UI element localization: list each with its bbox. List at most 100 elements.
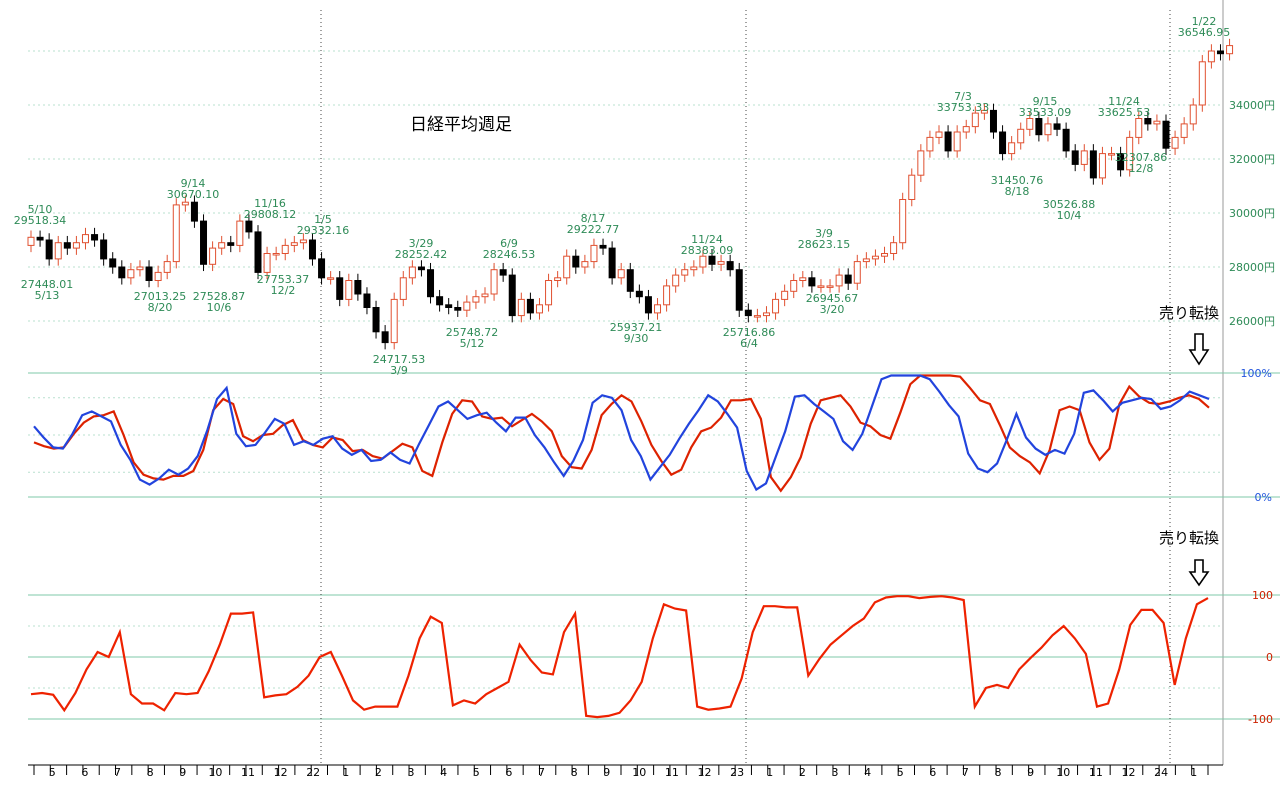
candle-body	[899, 199, 907, 244]
x-tick-label: 11	[665, 766, 679, 779]
candle-body	[163, 261, 171, 273]
candle-body	[663, 285, 671, 306]
annotation-date: 11/16	[254, 197, 286, 210]
candle-body	[635, 290, 643, 298]
x-tick-label: 7	[114, 766, 121, 779]
x-tick-label: 1	[342, 766, 349, 779]
candle-body	[744, 309, 752, 317]
annotation-date: 9/30	[624, 332, 649, 345]
annotation-value: 33753.33	[937, 101, 990, 114]
candle-body	[1207, 50, 1215, 63]
candle-body	[218, 242, 226, 249]
annotation-value: 33625.53	[1098, 106, 1151, 119]
candle-body	[1108, 153, 1116, 156]
annotation-value: 29222.77	[567, 223, 620, 236]
candle-body	[1216, 50, 1224, 55]
x-tick-label: 9	[603, 766, 610, 779]
annotation-value: 25716.86	[723, 326, 776, 339]
chart-title: 日経平均週足	[410, 115, 512, 135]
candle-body	[980, 109, 988, 114]
x-tick-label: 12	[698, 766, 712, 779]
candle-body	[826, 285, 834, 288]
candle-body	[1117, 153, 1125, 171]
candle-body	[526, 298, 534, 314]
candle-body	[1098, 153, 1106, 179]
sell-signal-top: 売り転換	[1159, 304, 1219, 366]
candle-body	[1071, 150, 1079, 165]
x-tick-label: 11	[1089, 766, 1103, 779]
candle-body	[100, 239, 108, 260]
candle-body	[181, 201, 189, 206]
annotation-date: 7/3	[954, 90, 972, 103]
candle-body	[862, 258, 870, 263]
candle-body	[1089, 150, 1097, 179]
candle-body	[1008, 142, 1016, 155]
x-tick-label: 12	[1121, 766, 1135, 779]
x-tick-label: 10	[208, 766, 222, 779]
x-tick-label: 4	[440, 766, 447, 779]
candle-body	[1062, 128, 1070, 152]
candle-body	[735, 269, 743, 311]
annotation-date: 10/4	[1057, 209, 1082, 222]
candle-body	[989, 109, 997, 133]
candle-body	[953, 131, 961, 152]
candle-body	[417, 266, 425, 271]
candle-body	[572, 255, 580, 268]
x-tick-label: 8	[147, 766, 154, 779]
annotation-date: 8/17	[581, 212, 606, 225]
annotation-date: 11/24	[691, 233, 723, 246]
x-tick-label: 7	[962, 766, 969, 779]
candle-body	[808, 277, 816, 287]
candle-body	[1171, 136, 1179, 149]
candle-body	[762, 312, 770, 317]
x-tick-label: 2	[375, 766, 382, 779]
candle-body	[708, 255, 716, 265]
x-tick-label: 9	[1027, 766, 1034, 779]
annotation-date: 5/13	[35, 289, 60, 302]
candle-body	[554, 277, 562, 281]
x-tick-label: 10	[632, 766, 646, 779]
candle-body	[54, 242, 62, 260]
price-tick-label: 30000円	[1229, 207, 1275, 220]
candle-body	[381, 331, 389, 344]
x-tick-label: 3	[831, 766, 838, 779]
stochastic-grid: 100% 0%	[28, 367, 1280, 504]
candle-body	[835, 274, 843, 287]
x-tick-label: 6	[505, 766, 512, 779]
annotation-date: 9/15	[1033, 95, 1058, 108]
stochastic-lines	[33, 374, 1210, 493]
annotation-date: 8/20	[148, 301, 173, 314]
candle-body	[772, 298, 780, 314]
candle-body	[63, 242, 71, 249]
annotation-value: 27753.37	[257, 273, 310, 286]
candle-body	[354, 280, 362, 295]
stoch-tick-label: 0%	[1255, 491, 1272, 504]
candle-body	[209, 247, 217, 265]
x-tick-label: 10	[1056, 766, 1070, 779]
candle-body	[617, 269, 625, 279]
osc-tick-label: 100	[1252, 589, 1273, 602]
candle-body	[599, 244, 607, 249]
annotation-value: 27528.87	[193, 290, 246, 303]
x-tick-label: 24	[1154, 766, 1168, 779]
candle-body	[681, 269, 689, 276]
candle-body	[109, 258, 117, 268]
candle-body	[1135, 118, 1143, 138]
annotation-date: 3/9	[815, 227, 833, 240]
candle-body	[445, 304, 453, 308]
candle-body	[1080, 150, 1088, 165]
x-tick-label: 1	[766, 766, 773, 779]
annotation-value: 31450.76	[991, 174, 1044, 187]
candle-body	[308, 239, 316, 260]
oscillator-line	[30, 595, 1209, 719]
candle-body	[363, 293, 371, 308]
candle-body	[1044, 123, 1052, 136]
candle-body	[1153, 120, 1161, 125]
x-tick-label: 2	[799, 766, 806, 779]
stochastic-k-line	[33, 374, 1210, 493]
annotation-value: 36546.95	[1178, 26, 1231, 39]
x-tick-label: 5	[49, 766, 56, 779]
annotation-value: 28383.09	[681, 244, 734, 257]
x-tick-label: 6	[81, 766, 88, 779]
